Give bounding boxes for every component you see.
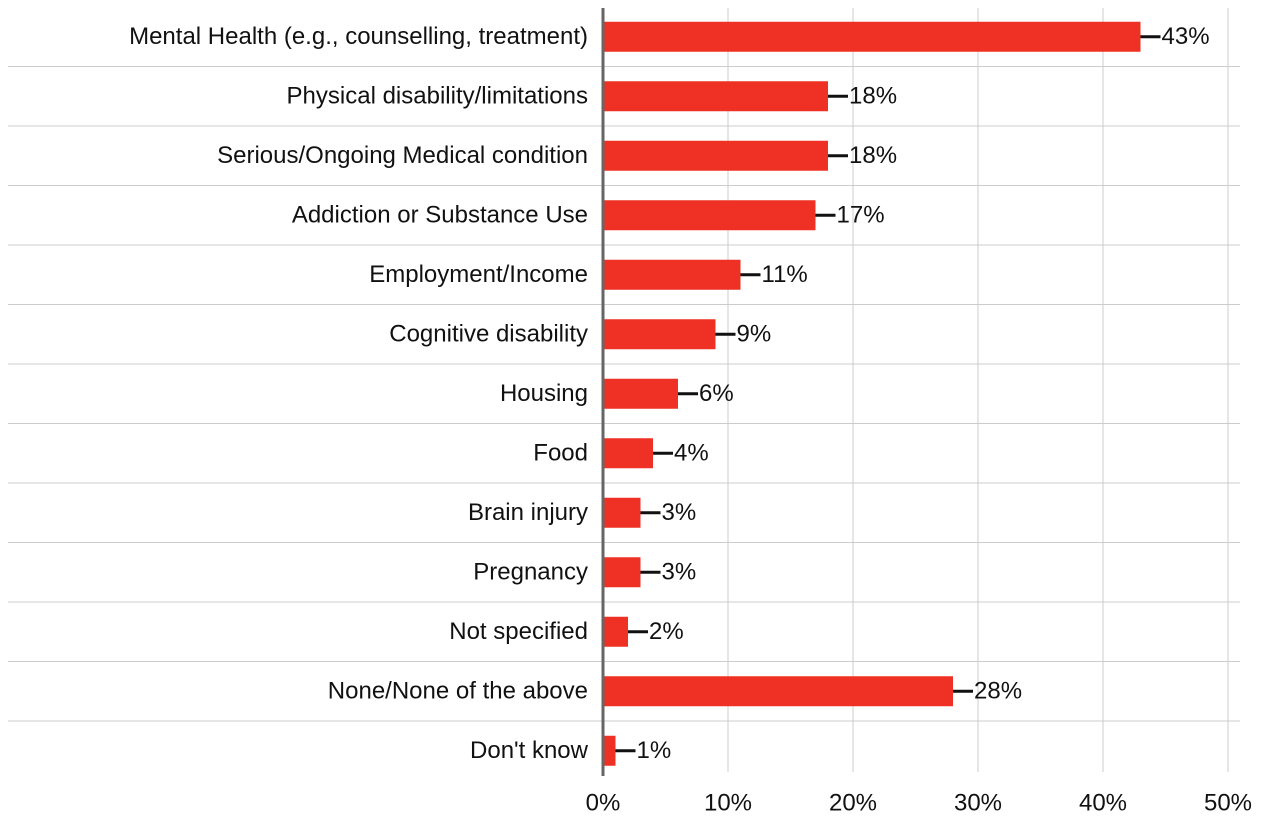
value-label: 1% (637, 737, 672, 764)
value-label: 3% (662, 499, 697, 526)
bar (603, 319, 716, 350)
bar (603, 497, 641, 528)
bar (603, 21, 1141, 52)
value-label: 18% (849, 142, 897, 169)
x-tick-label: 40% (1079, 789, 1127, 816)
bar (603, 81, 828, 112)
category-label: Addiction or Substance Use (292, 202, 588, 229)
category-label: Employment/Income (369, 261, 588, 288)
value-label: 9% (737, 321, 772, 348)
bar (603, 378, 678, 409)
x-tick-label: 50% (1204, 789, 1252, 816)
category-label: Food (533, 440, 588, 467)
bar (603, 735, 616, 766)
value-label: 17% (837, 202, 885, 229)
bar (603, 438, 653, 469)
category-label: Don't know (470, 737, 589, 764)
value-label: 6% (699, 380, 734, 407)
x-tick-label: 0% (586, 789, 621, 816)
bar (603, 676, 953, 707)
category-label: Housing (500, 380, 588, 407)
value-label: 11% (762, 261, 808, 288)
value-label: 43% (1162, 23, 1210, 50)
category-label: Mental Health (e.g., counselling, treatm… (129, 23, 588, 50)
x-tick-label: 10% (704, 789, 752, 816)
x-tick-label: 20% (829, 789, 877, 816)
bar (603, 616, 628, 647)
category-label: Not specified (449, 618, 588, 645)
category-label: Pregnancy (473, 559, 588, 586)
category-label: Serious/Ongoing Medical condition (217, 142, 588, 169)
value-label: 4% (674, 440, 709, 467)
x-tick-label: 30% (954, 789, 1002, 816)
bar (603, 259, 741, 290)
bar (603, 200, 816, 231)
category-label: Cognitive disability (389, 321, 588, 348)
value-label: 18% (849, 83, 897, 110)
value-label: 28% (974, 678, 1022, 705)
bar (603, 557, 641, 588)
value-label: 2% (649, 618, 684, 645)
category-label: Physical disability/limitations (287, 83, 588, 110)
category-label: Brain injury (468, 499, 588, 526)
category-label: None/None of the above (328, 678, 588, 705)
bar (603, 140, 828, 171)
value-label: 3% (662, 559, 697, 586)
